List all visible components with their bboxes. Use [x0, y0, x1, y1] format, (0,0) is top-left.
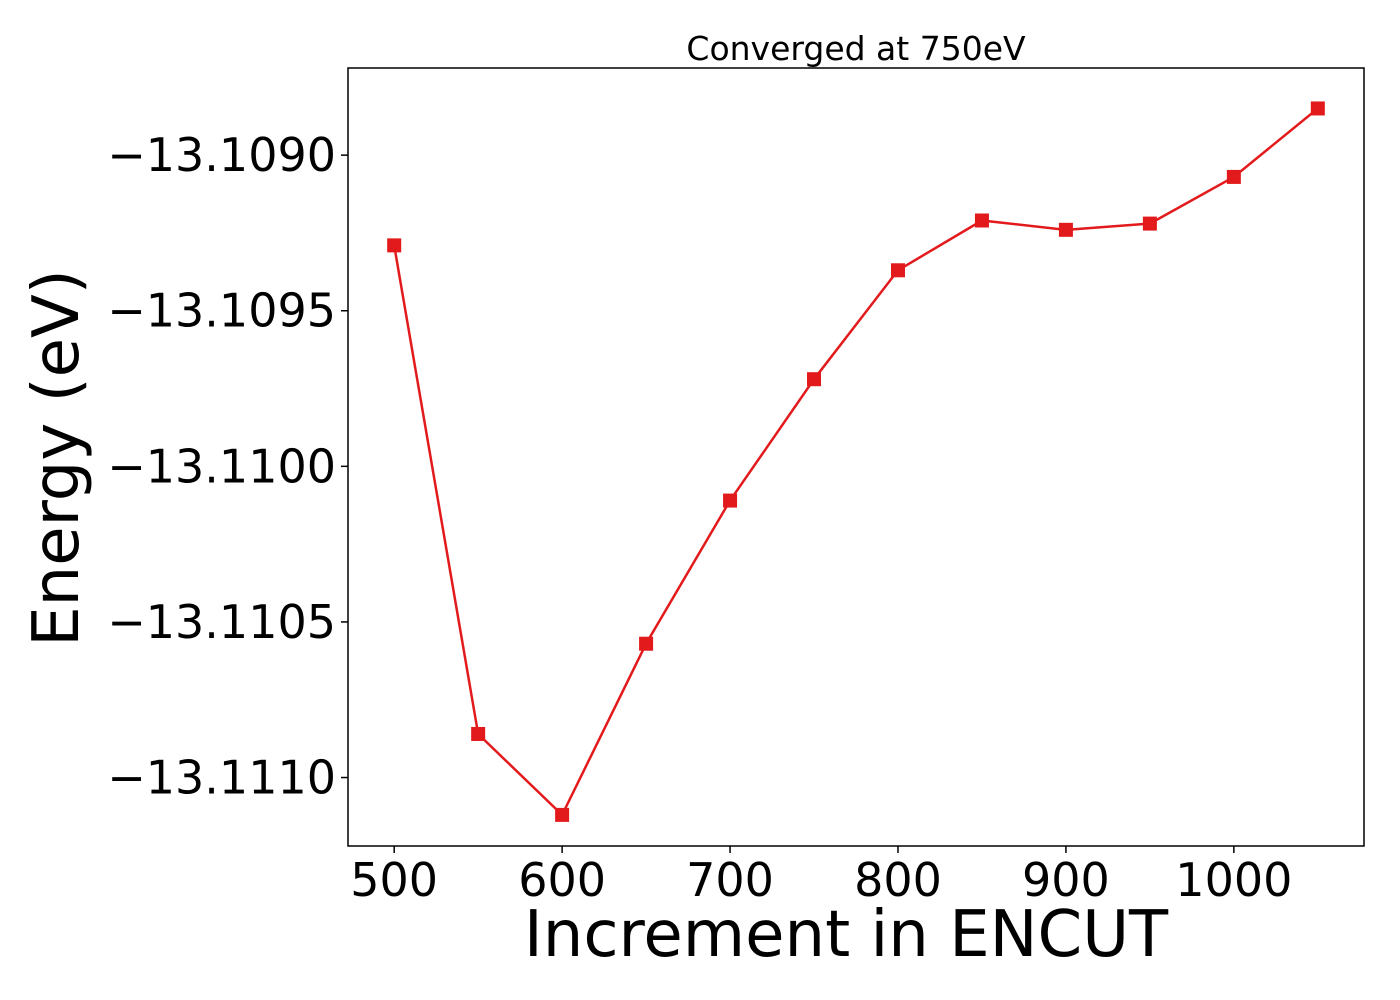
data-point-marker: [974, 213, 989, 228]
x-tick-label: 800: [854, 853, 942, 907]
y-tick-label: −13.1095: [107, 284, 336, 338]
data-point-marker: [1058, 222, 1073, 237]
series-energy: [387, 101, 1325, 822]
data-point-marker: [387, 238, 402, 253]
series-line: [392, 107, 1319, 817]
x-tick-label: 1000: [1175, 853, 1292, 907]
x-tick-label: 500: [350, 853, 438, 907]
data-point-marker: [639, 636, 654, 651]
y-tick-label: −13.1105: [107, 595, 336, 649]
data-point-marker: [1310, 101, 1325, 116]
x-tick-label: 700: [686, 853, 774, 907]
data-point-marker: [471, 726, 486, 741]
data-point-marker: [890, 263, 905, 278]
x-axis-label: Increment in ENCUT: [524, 898, 1169, 972]
x-tick-label: 600: [518, 853, 606, 907]
y-axis: −13.1090 −13.1095 −13.1100 −13.1105 −13.1110: [107, 128, 348, 805]
data-point-marker: [1142, 216, 1157, 231]
data-point-marker: [807, 372, 822, 387]
y-axis-label: Energy (eV): [20, 269, 94, 647]
data-point-marker: [1226, 169, 1241, 184]
x-axis: 500 600 700 800 900 1000: [350, 846, 1292, 907]
data-point-marker: [723, 493, 738, 508]
y-tick-label: −13.1100: [107, 439, 336, 493]
plot-area-frame: [347, 67, 1365, 847]
x-tick-label: 900: [1022, 853, 1110, 907]
y-tick-label: −13.1090: [107, 128, 336, 182]
data-point-marker: [555, 807, 570, 822]
chart-title: Converged at 750eV: [686, 29, 1026, 68]
y-tick-label: −13.1110: [107, 751, 336, 805]
